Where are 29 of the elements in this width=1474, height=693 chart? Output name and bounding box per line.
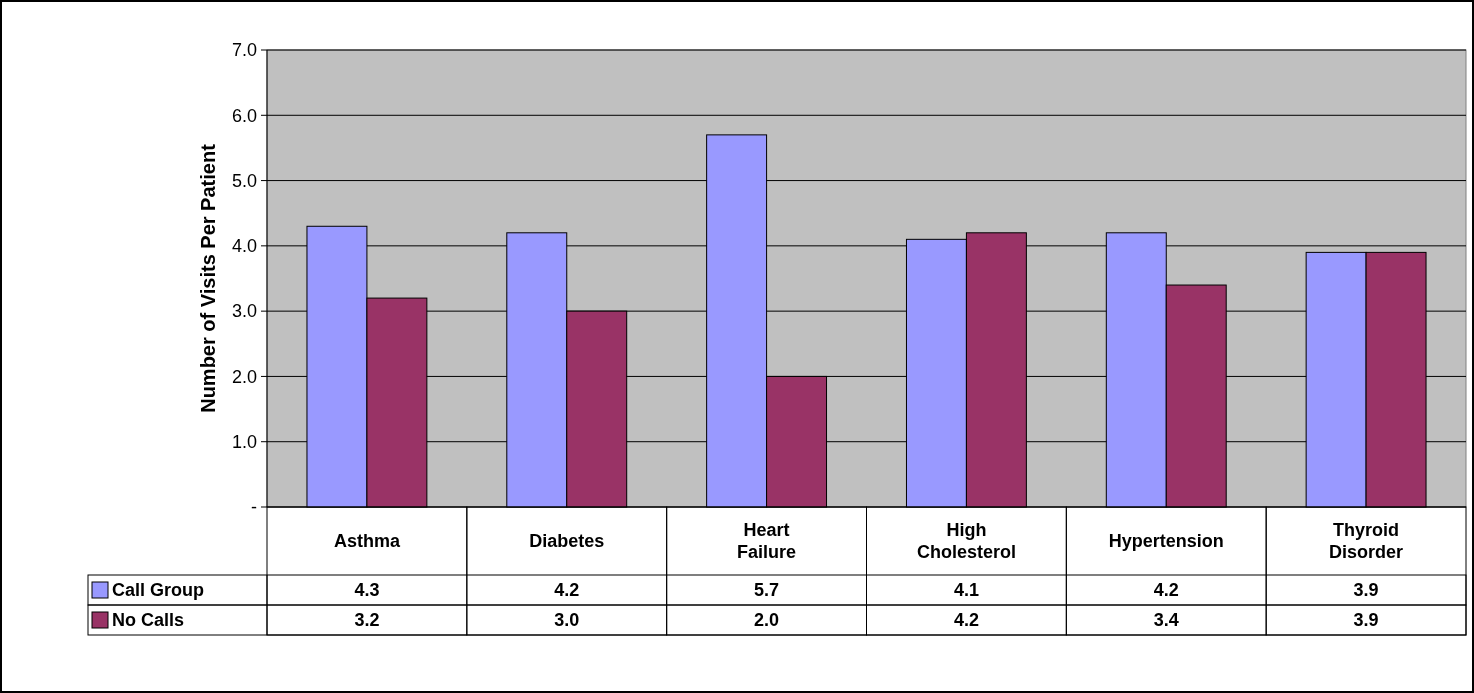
data-label: 5.7: [754, 580, 780, 601]
data-label: 4.2: [953, 610, 979, 631]
data-label: 3.2: [354, 610, 380, 631]
legend-label: No Calls: [112, 610, 185, 631]
y-tick-label: 6.0: [231, 105, 257, 126]
y-tick-label: -: [251, 497, 257, 518]
y-tick-label: 4.0: [231, 236, 257, 257]
x-tick-label: Diabetes: [529, 531, 605, 552]
x-tick-label: Hypertension: [1108, 531, 1224, 552]
y-tick-label: 3.0: [231, 301, 257, 322]
data-label: 3.4: [1153, 610, 1179, 631]
y-tick-label: 5.0: [231, 170, 257, 191]
x-tick-label: High Cholesterol: [916, 520, 1016, 563]
y-tick-label: 1.0: [231, 432, 257, 453]
x-tick-label: Heart Failure: [737, 520, 797, 563]
data-label: 3.0: [554, 610, 580, 631]
data-label: 4.3: [354, 580, 380, 601]
data-label: 4.2: [1153, 580, 1179, 601]
y-tick-label: 2.0: [231, 366, 257, 387]
x-tick-label: Asthma: [333, 531, 401, 552]
data-label: 3.9: [1353, 610, 1379, 631]
data-label: 4.2: [554, 580, 580, 601]
data-label: 2.0: [754, 610, 780, 631]
x-tick-label: Thyroid Disorder: [1329, 520, 1404, 563]
legend-label: Call Group: [112, 580, 205, 601]
y-axis-title: Number of Visits Per Patient: [197, 143, 219, 413]
data-label: 3.9: [1353, 580, 1379, 601]
y-tick-label: 7.0: [231, 40, 257, 61]
data-label: 4.1: [953, 580, 979, 601]
